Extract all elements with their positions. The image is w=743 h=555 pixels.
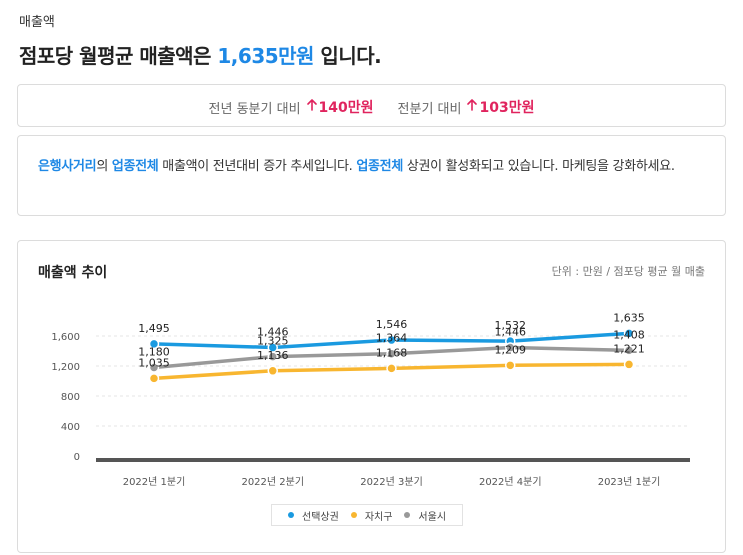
legend-marker: [288, 512, 294, 518]
legend-item[interactable]: 자치구: [350, 508, 393, 523]
data-label: 1,446: [495, 326, 527, 339]
data-point: [148, 362, 160, 373]
legend-label: 자치구: [364, 511, 393, 523]
comparison-card: 전년 동분기 대비 140만원 전분기 대비 103만원: [17, 84, 726, 127]
data-point: [505, 360, 516, 371]
x-tick-label: 2022년 4분기: [479, 476, 542, 488]
insight-industry: 업종전체: [111, 159, 159, 174]
legend-item[interactable]: 서울시: [404, 508, 446, 523]
data-point: [386, 334, 397, 346]
insight-text: 은행사거리의 업종전체 매출액이 전년대비 증가 추세입니다. 업종전체 상권이…: [38, 156, 710, 177]
data-label: 1,408: [613, 328, 645, 341]
qoq-comparison: 전분기 대비 103만원: [397, 97, 534, 117]
data-label: 1,532: [495, 319, 527, 332]
data-label: 1,035: [138, 356, 170, 369]
y-tick-label: 1,200: [51, 362, 80, 373]
x-tick-label: 2023년 1분기: [598, 476, 661, 488]
data-label: 1,546: [376, 318, 408, 331]
chart-title: 매출액 추이: [38, 265, 108, 281]
chart-legend: 선택상권 자치구 서울시: [271, 504, 464, 526]
headline-suffix: 입니다.: [313, 44, 382, 68]
data-point: [623, 328, 635, 339]
data-point: [267, 351, 278, 362]
chart-card: 매출액 추이 단위 : 만원 / 점포당 평균 월 매출 0 400 800 1,20…: [17, 240, 726, 553]
data-label: 1,168: [376, 346, 408, 359]
legend-label: 서울시: [418, 511, 447, 523]
legend-marker: [350, 512, 357, 518]
y-tick-label: 400: [61, 422, 80, 433]
x-tick-label: 2022년 3분기: [360, 476, 423, 488]
insight-area: 은행사거리: [38, 159, 97, 174]
yoy-label: 전년 동분기 대비: [208, 101, 301, 117]
data-label: 1,136: [257, 349, 289, 362]
data-label: 1,221: [613, 342, 645, 355]
legend-item[interactable]: 선택상권: [288, 508, 339, 523]
yoy-comparison: 전년 동분기 대비 140만원: [209, 97, 374, 117]
chart-unit-note: 단위 : 만원 / 점포당 평균 월 매출: [551, 265, 705, 278]
data-label: 1,364: [376, 332, 408, 345]
data-point: [267, 365, 278, 377]
y-tick-label: 1,600: [51, 332, 80, 343]
arrow-up-icon: [467, 99, 478, 115]
data-label: 1,635: [613, 311, 645, 324]
yoy-value: 140만원: [318, 100, 374, 116]
line-chart: 0 400 800 1,200 1,600 2022년 1분기 2022년 2분기 2022년…: [51, 311, 690, 488]
insight-text-part: 상권이 활성화되고 있습니다. 마케팅을 강화하세요.: [403, 159, 675, 174]
data-point: [148, 373, 160, 384]
data-point: [386, 363, 397, 374]
data-label: 1,325: [257, 335, 289, 348]
x-tick-label: 2022년 1분기: [123, 476, 186, 488]
data-point: [505, 342, 516, 353]
insight-text-part: 의: [96, 159, 112, 174]
data-point: [623, 345, 635, 356]
headline-prefix: 점포당 월평균 매출액은: [19, 44, 218, 68]
data-point: [148, 338, 160, 350]
yoy-change: 140만원: [306, 97, 374, 117]
arrow-up-icon: [306, 99, 317, 115]
data-label: 1,180: [138, 346, 170, 359]
qoq-value: 103만원: [479, 100, 535, 116]
qoq-label: 전분기 대비: [397, 101, 462, 117]
y-tick-label: 800: [61, 392, 80, 403]
data-label: 1,446: [257, 326, 289, 339]
insight-card: 은행사거리의 업종전체 매출액이 전년대비 증가 추세입니다. 업종전체 상권이…: [17, 135, 726, 216]
data-label: 1,209: [495, 343, 527, 356]
section-label: 매출액: [19, 15, 55, 30]
data-label: 1,495: [138, 322, 170, 335]
comparison-row: 전년 동분기 대비 140만원 전분기 대비 103만원: [18, 97, 725, 117]
insight-text-part: 매출액이 전년대비 증가 추세입니다.: [158, 159, 357, 174]
y-tick-label: 0: [74, 452, 80, 463]
data-point: [386, 348, 397, 359]
data-point: [623, 359, 635, 370]
x-tick-label: 2022년 2분기: [241, 476, 304, 488]
qoq-change: 103만원: [467, 97, 534, 117]
legend-label: 선택상권: [302, 511, 339, 523]
legend-marker: [404, 512, 411, 518]
headline-amount: 1,635만원: [217, 44, 314, 68]
x-axis-line: [96, 458, 690, 462]
page-title: 점포당 월평균 매출액은 1,635만원 입니다.: [19, 40, 382, 69]
insight-industry-2: 업종전체: [356, 159, 403, 174]
